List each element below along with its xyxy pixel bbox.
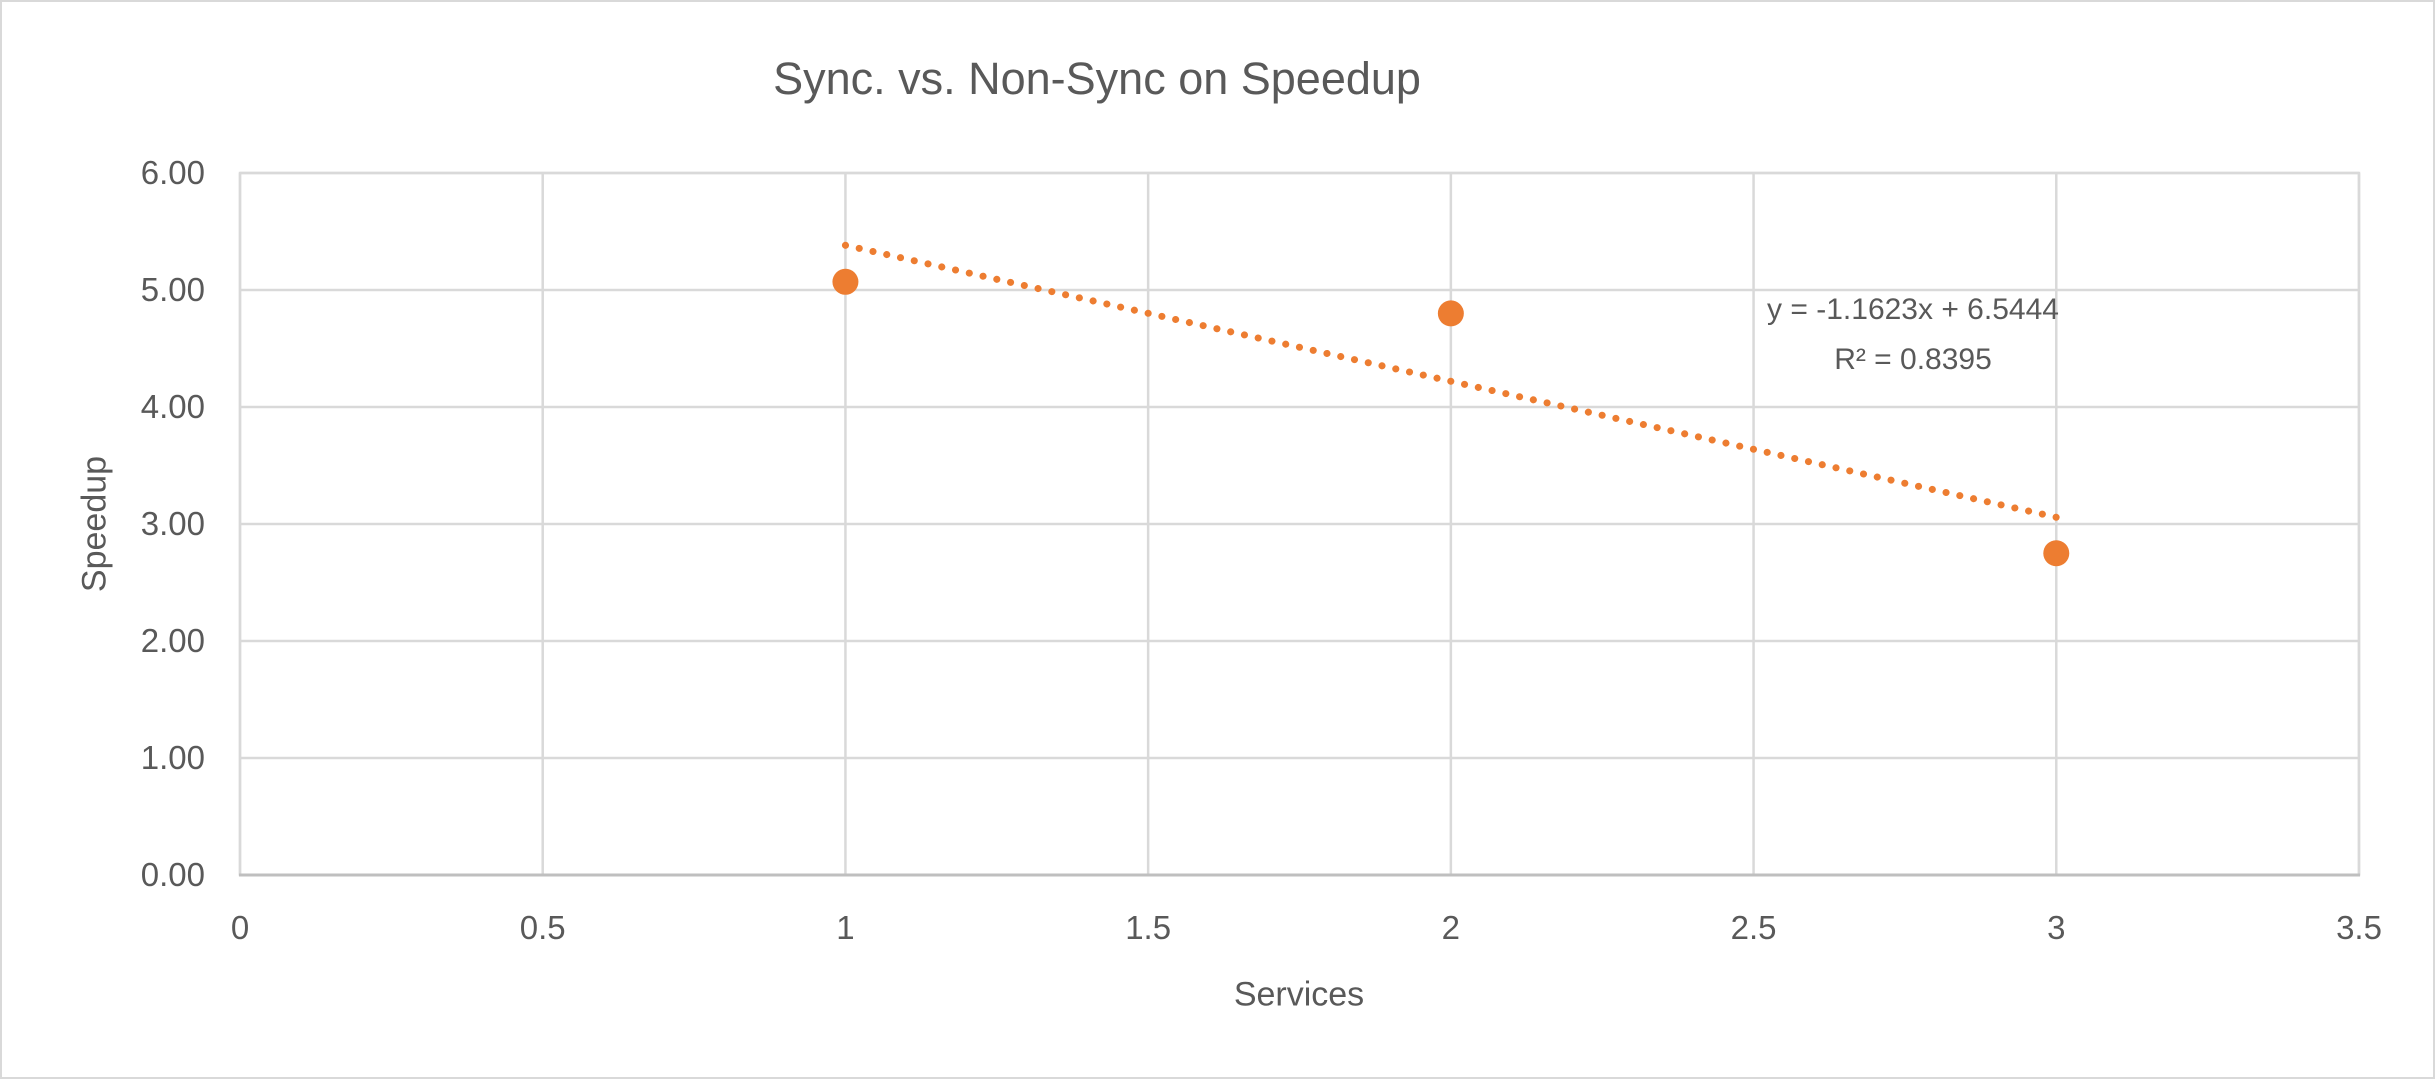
trendline-equation: y = -1.1623x + 6.5444 [1767,293,2059,326]
y-axis-title: Speedup [75,455,114,593]
y-tick-label: 2.00 [140,622,205,659]
y-tick-label: 4.00 [140,388,205,425]
x-axis-title: Services [1233,975,1365,1014]
trendline-label: y = -1.1623x + 6.5444 R² = 0.8395 [1767,285,2059,385]
data-point-marker [832,268,859,295]
x-tick-label: 3.5 [2336,909,2382,946]
y-tick-label: 5.00 [140,271,205,308]
trendline-r-squared: R² = 0.8395 [1834,343,1992,376]
x-tick-label: 0.5 [519,909,566,946]
y-tick-label: 0.00 [140,856,205,893]
data-point-marker [1437,300,1464,327]
trendline [841,241,2060,521]
x-tick-label: 1 [836,909,855,946]
chart-title: Sync. vs. Non-Sync on Speedup [773,53,1421,104]
y-tick-label: 3.00 [140,505,205,542]
data-point-marker [2043,540,2070,567]
x-tick-label: 2 [1441,909,1461,946]
y-tick-label: 6.00 [140,154,205,191]
x-tick-label: 3 [2047,909,2066,946]
x-tick-label: 2.5 [1730,909,1777,946]
x-tick-label: 0 [230,909,250,946]
y-tick-label: 1.00 [140,739,205,776]
x-tick-label: 1.5 [1125,909,1172,946]
